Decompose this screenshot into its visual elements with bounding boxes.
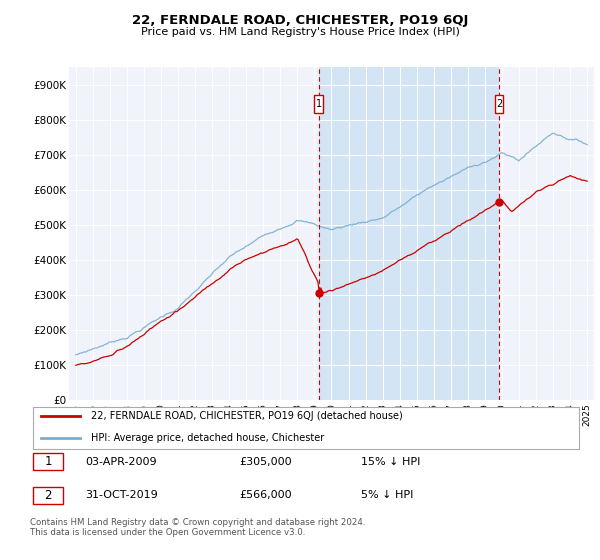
Bar (314, 95, 323, 113)
Text: 2: 2 (496, 99, 502, 109)
Text: 1: 1 (316, 99, 322, 109)
Text: £566,000: £566,000 (240, 491, 292, 501)
Text: Price paid vs. HM Land Registry's House Price Index (HPI): Price paid vs. HM Land Registry's House … (140, 27, 460, 37)
Text: 2: 2 (44, 489, 52, 502)
Text: 31-OCT-2019: 31-OCT-2019 (85, 491, 158, 501)
Bar (495, 95, 503, 113)
Bar (319, 67, 499, 400)
Text: Contains HM Land Registry data © Crown copyright and database right 2024.
This d: Contains HM Land Registry data © Crown c… (30, 518, 365, 538)
Bar (33, 453, 63, 470)
Text: 22, FERNDALE ROAD, CHICHESTER, PO19 6QJ: 22, FERNDALE ROAD, CHICHESTER, PO19 6QJ (132, 14, 468, 27)
Text: 22, FERNDALE ROAD, CHICHESTER, PO19 6QJ (detached house): 22, FERNDALE ROAD, CHICHESTER, PO19 6QJ … (91, 412, 403, 421)
Bar (33, 487, 63, 504)
Text: 5% ↓ HPI: 5% ↓ HPI (361, 491, 413, 501)
Text: 1: 1 (44, 455, 52, 468)
FancyBboxPatch shape (33, 407, 579, 449)
Text: £305,000: £305,000 (240, 456, 292, 466)
Text: HPI: Average price, detached house, Chichester: HPI: Average price, detached house, Chic… (91, 433, 324, 443)
Text: 03-APR-2009: 03-APR-2009 (85, 456, 157, 466)
Text: 15% ↓ HPI: 15% ↓ HPI (361, 456, 421, 466)
